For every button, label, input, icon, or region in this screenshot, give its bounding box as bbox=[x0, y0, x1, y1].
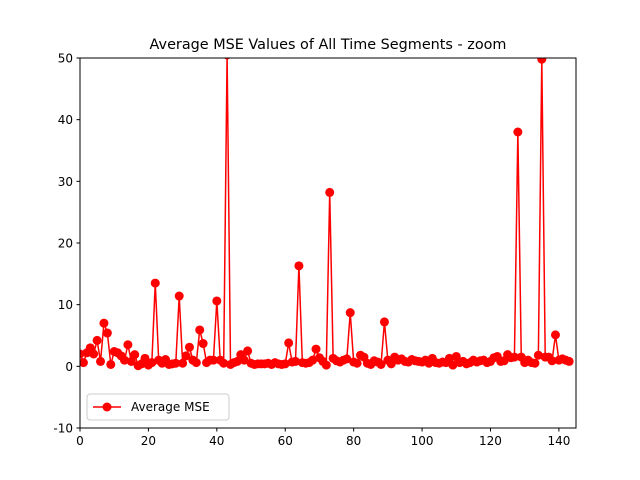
y-tick-label: 20 bbox=[58, 237, 73, 251]
data-point bbox=[280, 359, 290, 369]
series-average-mse bbox=[80, 58, 574, 371]
data-point bbox=[208, 355, 218, 365]
y-tick-label: -10 bbox=[53, 422, 73, 436]
data-point bbox=[140, 353, 150, 363]
data-point bbox=[537, 58, 547, 64]
data-point bbox=[284, 338, 294, 348]
data-point bbox=[352, 358, 362, 368]
data-point bbox=[509, 352, 519, 362]
data-point bbox=[291, 356, 300, 366]
data-point bbox=[150, 278, 160, 288]
x-tick-label: 60 bbox=[278, 434, 293, 448]
legend: Average MSE bbox=[86, 393, 230, 421]
data-point bbox=[99, 318, 109, 328]
data-point bbox=[533, 350, 543, 360]
y-tick-label: 40 bbox=[58, 113, 73, 127]
data-point bbox=[325, 187, 335, 197]
y-tick-label: 50 bbox=[58, 52, 73, 66]
data-point bbox=[191, 358, 201, 368]
data-point bbox=[119, 355, 129, 365]
x-tick-label: 140 bbox=[547, 434, 570, 448]
data-point bbox=[311, 344, 321, 354]
legend-marker-swatch bbox=[102, 402, 112, 412]
x-tick-label: 100 bbox=[411, 434, 434, 448]
data-point bbox=[232, 356, 242, 366]
data-point bbox=[308, 355, 318, 365]
data-point bbox=[239, 355, 249, 365]
data-point bbox=[178, 358, 188, 368]
data-point bbox=[147, 358, 157, 368]
data-point bbox=[106, 359, 116, 369]
x-tick-label: 80 bbox=[346, 434, 361, 448]
data-point bbox=[243, 346, 253, 356]
data-point bbox=[448, 360, 458, 370]
x-tick-label: 40 bbox=[209, 434, 224, 448]
data-point bbox=[126, 356, 136, 366]
data-point bbox=[564, 356, 574, 366]
data-point bbox=[80, 358, 88, 368]
data-point bbox=[174, 291, 184, 301]
data-point bbox=[386, 359, 396, 369]
data-point bbox=[342, 354, 352, 364]
data-point bbox=[345, 308, 355, 318]
data-point bbox=[89, 349, 99, 359]
y-tick-label: 30 bbox=[58, 175, 73, 189]
data-point bbox=[130, 350, 140, 360]
plot-frame bbox=[79, 57, 577, 429]
y-tick-label: 0 bbox=[65, 360, 73, 374]
data-point bbox=[444, 353, 454, 363]
data-point bbox=[219, 358, 229, 368]
x-tick-label: 20 bbox=[141, 434, 156, 448]
data-point bbox=[96, 356, 106, 366]
y-tick-label: 10 bbox=[58, 298, 73, 312]
chart-title: Average MSE Values of All Time Segments … bbox=[150, 37, 507, 53]
data-point bbox=[321, 360, 331, 370]
data-point bbox=[184, 342, 194, 352]
data-point bbox=[513, 127, 523, 137]
data-point bbox=[212, 296, 222, 306]
data-point bbox=[92, 335, 102, 345]
data-point bbox=[102, 328, 112, 338]
legend-box bbox=[86, 393, 230, 421]
data-point bbox=[123, 340, 133, 350]
x-tick-label: 0 bbox=[76, 434, 84, 448]
data-point bbox=[195, 325, 205, 335]
data-point bbox=[198, 339, 208, 349]
data-point bbox=[379, 317, 389, 327]
legend-label-average-mse: Average MSE bbox=[131, 400, 210, 414]
data-point bbox=[530, 358, 540, 368]
data-point bbox=[547, 356, 557, 366]
x-tick-label: 120 bbox=[479, 434, 502, 448]
data-point bbox=[181, 351, 191, 361]
data-point bbox=[294, 261, 304, 271]
data-point bbox=[550, 330, 560, 340]
data-point bbox=[376, 359, 386, 369]
data-point bbox=[171, 358, 181, 368]
